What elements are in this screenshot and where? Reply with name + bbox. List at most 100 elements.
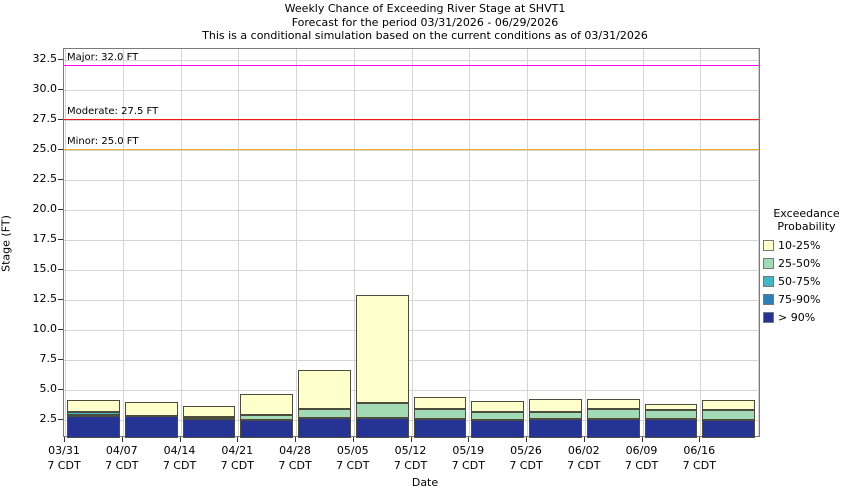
bar-segment-5075 xyxy=(67,411,120,416)
bar-segment-1025 xyxy=(67,400,120,412)
x-tick-label: 05/05 7 CDT xyxy=(336,444,370,472)
legend-item-label: 10-25% xyxy=(778,238,821,252)
x-gridline xyxy=(122,49,124,436)
x-tick-label: 03/31 7 CDT xyxy=(47,444,81,472)
y-tick-label: 10.0 xyxy=(32,321,58,335)
x-tick-mark xyxy=(179,437,181,442)
bar-segment-1025 xyxy=(702,399,755,411)
bar-segment-2550 xyxy=(586,408,640,420)
bar-segment-90 xyxy=(240,419,293,438)
chart-title-block: Weekly Chance of Exceeding River Stage a… xyxy=(0,2,850,43)
legend-swatch-icon xyxy=(763,257,774,269)
x-tick-label: 05/12 7 CDT xyxy=(393,444,428,472)
bar-segment-90 xyxy=(586,419,640,438)
plot-area xyxy=(63,48,760,438)
x-tick-mark xyxy=(468,437,470,442)
legend-swatch-icon xyxy=(763,239,774,251)
legend-swatch-icon xyxy=(763,311,774,323)
y-tick-label: 20.0 xyxy=(32,201,58,215)
bar-segment-2550 xyxy=(529,411,582,420)
bar-segment-90 xyxy=(182,418,236,438)
x-tick-mark xyxy=(295,437,296,442)
chart-title-line1: Weekly Chance of Exceeding River Stage a… xyxy=(284,2,566,15)
bar-segment-2550 xyxy=(702,410,755,420)
bar-segment-90 xyxy=(471,419,524,438)
legend-title-line2: Probability xyxy=(777,220,836,233)
x-gridline xyxy=(411,49,413,436)
y-tick-label: 7.5 xyxy=(39,351,58,365)
x-gridline xyxy=(527,49,528,436)
y-tick-label: 30.0 xyxy=(32,81,58,95)
legend: Exceedance Probability 10-25% 25-50% 50-75… xyxy=(763,207,850,324)
y-tick-label: 17.5 xyxy=(32,231,58,245)
legend-item: 25-50% xyxy=(763,256,850,270)
bar-segment-90 xyxy=(298,418,351,438)
y-axis-title: Stage (FT) xyxy=(0,215,13,272)
x-tick-mark xyxy=(121,437,123,442)
legend-item-label: > 90% xyxy=(778,310,816,324)
x-tick-label: 05/26 7 CDT xyxy=(509,444,543,472)
bar-segment-2550 xyxy=(644,409,698,420)
legend-item: 50-75% xyxy=(763,274,850,288)
x-gridline xyxy=(469,49,471,436)
legend-swatch-icon xyxy=(763,293,774,305)
x-gridline xyxy=(700,49,702,436)
y-tick-label: 15.0 xyxy=(32,261,58,275)
bar-segment-90 xyxy=(355,418,409,438)
bar-segment-1025 xyxy=(355,294,409,403)
bar-segment-2550 xyxy=(355,402,409,419)
bar-segment-90 xyxy=(67,416,120,438)
y-tick-label: 2.5 xyxy=(39,411,58,425)
x-tick-mark xyxy=(699,437,701,442)
bar-segment-2550 xyxy=(298,408,351,419)
x-axis-title: Date xyxy=(411,476,439,489)
x-tick-mark xyxy=(64,437,65,442)
x-gridline xyxy=(642,49,644,436)
y-tick-label: 27.5 xyxy=(32,111,58,125)
bar-segment-2550 xyxy=(413,408,467,419)
bar-segment-1025 xyxy=(586,398,640,409)
x-tick-mark xyxy=(410,437,412,442)
x-tick-label: 04/07 7 CDT xyxy=(105,444,139,472)
x-gridline xyxy=(584,49,586,436)
bar-segment-1025 xyxy=(413,396,467,409)
bar-segment-1025 xyxy=(298,369,351,409)
legend-title-line1: Exceedance xyxy=(773,207,840,220)
x-tick-label: 04/28 7 CDT xyxy=(278,444,312,472)
y-tick-label: 5.0 xyxy=(39,381,58,395)
bar-segment-7590 xyxy=(67,415,120,418)
x-tick-label: 04/14 7 CDT xyxy=(162,444,197,472)
bar-segment-1025 xyxy=(182,405,236,417)
x-tick-label: 06/02 7 CDT xyxy=(567,444,601,472)
x-tick-label: 06/16 7 CDT xyxy=(682,444,716,472)
legend-items: 10-25% 25-50% 50-75% 75-90% > 90% xyxy=(763,238,850,324)
legend-swatch-icon xyxy=(763,275,774,287)
bar-segment-1025 xyxy=(471,401,524,413)
x-tick-mark xyxy=(641,437,643,442)
legend-item-label: 25-50% xyxy=(778,256,821,270)
y-tick-label: 12.5 xyxy=(32,291,58,305)
bar-segment-1025 xyxy=(124,401,178,417)
bar-segment-90 xyxy=(413,418,467,438)
bar-segment-90 xyxy=(644,419,698,438)
legend-item: 10-25% xyxy=(763,238,850,252)
x-gridline xyxy=(65,49,66,436)
bar-segment-90 xyxy=(529,419,582,438)
legend-item: 75-90% xyxy=(763,292,850,306)
bar-segment-1025 xyxy=(529,398,582,412)
x-gridline xyxy=(296,49,297,436)
bar-segment-2550 xyxy=(240,415,293,420)
x-gridline xyxy=(353,49,355,436)
y-tick-label: 22.5 xyxy=(32,171,58,185)
x-tick-label: 05/19 7 CDT xyxy=(451,444,485,472)
bar-segment-1025 xyxy=(644,404,698,410)
legend-item-label: 75-90% xyxy=(778,292,821,306)
legend-item-label: 50-75% xyxy=(778,274,821,288)
x-tick-label: 04/21 7 CDT xyxy=(220,444,254,472)
chart-title-line2: Forecast for the period 03/31/2026 - 06/… xyxy=(291,15,559,29)
bar-segment-90 xyxy=(702,419,755,438)
y-tick-label: 25.0 xyxy=(32,141,58,155)
x-tick-label: 06/09 7 CDT xyxy=(624,444,659,472)
x-gridline xyxy=(758,49,759,436)
y-tick-label: 32.5 xyxy=(32,51,58,65)
